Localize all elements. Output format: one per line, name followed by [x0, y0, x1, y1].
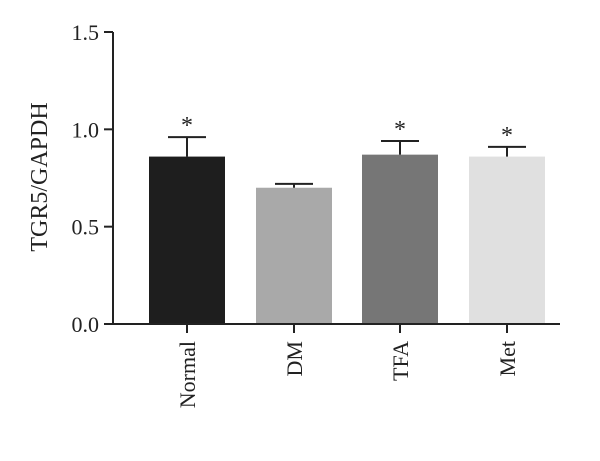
bars: * * *: [149, 113, 545, 324]
y-tick-label: 0.0: [72, 312, 100, 337]
y-tick-label: 0.5: [72, 215, 100, 240]
y-tick-label: 1.5: [72, 20, 100, 45]
bar-tfa: [362, 154, 438, 324]
x-tick-label-normal: Normal: [175, 341, 200, 408]
bar-dm: [256, 187, 332, 324]
bar-normal: [149, 156, 225, 324]
x-axis: Normal DM TFA Met: [113, 323, 560, 408]
y-tick-label: 1.0: [72, 117, 100, 142]
y-axis-title: TGR5/GAPDH: [27, 102, 53, 251]
significance-star: *: [394, 117, 406, 143]
x-tick-label-tfa: TFA: [388, 341, 413, 381]
significance-star: *: [501, 123, 513, 149]
y-axis: 0.0 0.5 1.0 1.5: [72, 20, 114, 337]
x-tick-label-met: Met: [495, 341, 520, 376]
x-tick-label-dm: DM: [282, 341, 307, 376]
significance-star: *: [181, 113, 193, 139]
bar-met: [469, 156, 545, 324]
